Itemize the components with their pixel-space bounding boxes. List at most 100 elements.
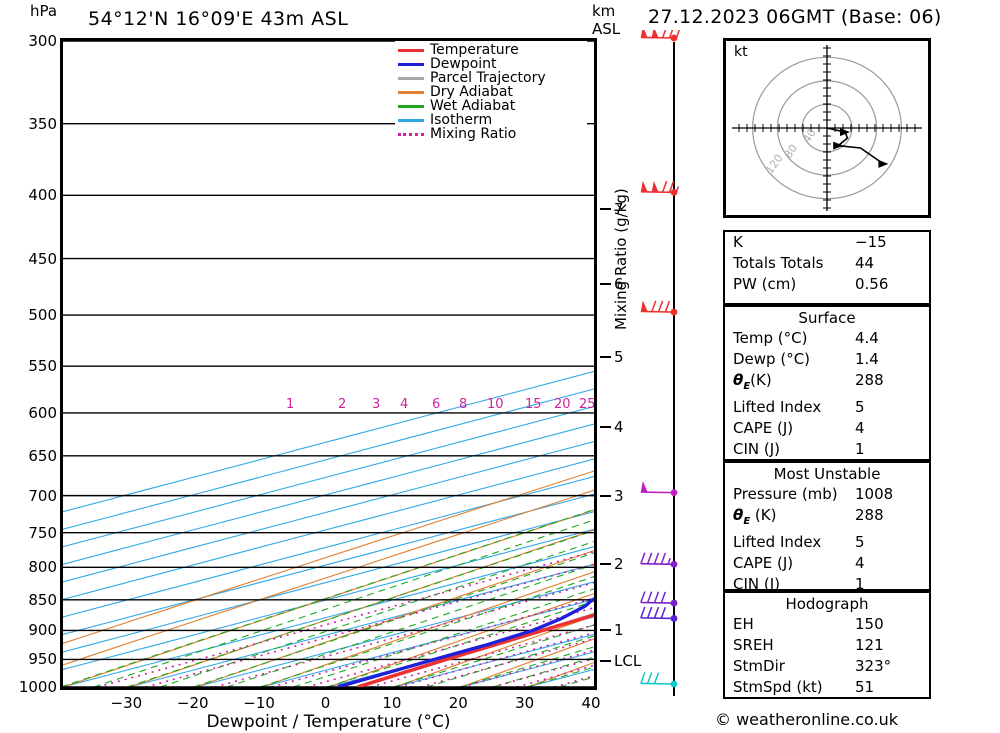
- height-tick: [600, 628, 611, 631]
- pressure-tick-label: 300: [28, 32, 57, 50]
- wind-barb: [640, 552, 678, 568]
- wind-barb-full: [646, 552, 653, 565]
- data-row-value: 1008: [855, 485, 894, 503]
- data-row: CIN (J) 1: [725, 439, 929, 460]
- wind-barb-full: [653, 552, 660, 565]
- wind-barb-full: [640, 672, 646, 684]
- data-row-key: SREH: [733, 636, 774, 654]
- wind-barb-full: [646, 672, 653, 684]
- data-row-key: Temp (°C): [733, 329, 808, 347]
- data-row: PW (cm) 0.56: [725, 274, 929, 295]
- data-row: Lifted Index 5: [725, 397, 929, 418]
- wind-barb-canvas: [640, 26, 682, 696]
- wind-barb: [640, 672, 678, 688]
- hodograph-ring-label: 80: [782, 142, 801, 161]
- hodograph[interactable]: kt 40 80 120: [723, 38, 931, 218]
- data-row: θE(K) 288: [725, 370, 929, 397]
- data-row: CAPE (J) 4: [725, 553, 929, 574]
- wet-adiabat-line: [63, 509, 594, 687]
- data-row-key: θE(K): [733, 371, 772, 392]
- height-tick-label: 3: [614, 487, 624, 506]
- legend-label: Wet Adiabat: [430, 98, 516, 114]
- legend-swatch-icon: [398, 48, 424, 52]
- wind-barb: [640, 26, 682, 42]
- wind-barb: [640, 300, 678, 316]
- data-row: StmSpd (kt) 51: [725, 677, 929, 698]
- data-row-value: 44: [855, 254, 875, 272]
- hodograph-marker: [839, 128, 850, 137]
- hodograph-unit-label: kt: [734, 44, 748, 60]
- wet-adiabat-line: [160, 540, 594, 687]
- hodograph-panel: Hodograph EH 150 SREH 121 StmDir 323° StmSpd (k…: [723, 591, 931, 699]
- skewt-diagram[interactable]: 1 2 3 4 6 8 10 15 20 25: [60, 38, 597, 690]
- temperature-tick-label: 0: [320, 694, 331, 712]
- temperature-tick-label: 20: [448, 694, 468, 712]
- wind-barb-full: [661, 26, 668, 39]
- data-row-key: Lifted Index: [733, 533, 822, 551]
- legend-label: Mixing Ratio: [430, 126, 517, 142]
- data-row-key: Totals Totals: [733, 254, 824, 272]
- legend: Temperature Dewpoint Parcel Trajectory Dry …: [395, 41, 587, 143]
- dry-adiabat-line: [261, 571, 594, 687]
- data-row-value: 51: [855, 678, 875, 696]
- mixing-ratio-axis-title: Mixing Ratio (g/kg): [612, 188, 630, 330]
- data-row-key: EH: [733, 615, 754, 633]
- height-tick-label: 5: [614, 347, 624, 366]
- data-row: Lifted Index 5: [725, 532, 929, 553]
- data-row: K −15: [725, 232, 929, 253]
- wind-barb: [640, 606, 678, 622]
- data-row-key: PW (cm): [733, 275, 797, 293]
- wind-barb-full: [653, 672, 660, 684]
- wind-barb-flag: [640, 481, 648, 493]
- legend-swatch-icon: [398, 62, 424, 66]
- page-title: 54°12'N 16°09'E 43m ASL: [88, 8, 349, 30]
- temperature-tick-label: −20: [176, 694, 209, 712]
- pressure-tick-label: 800: [28, 558, 57, 577]
- indices-panel: K −15 Totals Totals 44 PW (cm) 0.56: [723, 230, 931, 305]
- wet-adiabat-line: [93, 519, 594, 687]
- data-row-value: 121: [855, 636, 884, 654]
- isotherm-line: [63, 493, 594, 636]
- data-row-key: CAPE (J): [733, 419, 794, 437]
- wind-barb-full: [660, 552, 667, 565]
- data-row-value: 1.4: [855, 350, 879, 368]
- pressure-tick-label: 700: [28, 486, 57, 505]
- dry-adiabat-line: [394, 615, 594, 687]
- height-tick: [600, 495, 611, 498]
- height-asl-label: ASL: [592, 20, 621, 38]
- mixing-ratio-label: 3: [372, 397, 380, 412]
- mixing-ratio-label: 15: [525, 397, 542, 412]
- data-row-value: 1: [855, 440, 865, 458]
- height-unit-label: km: [592, 2, 616, 20]
- temperature-tick-label: 40: [581, 694, 601, 712]
- isotherm-line: [129, 563, 594, 687]
- dry-adiabat-line: [63, 470, 594, 644]
- data-row-key: CAPE (J): [733, 554, 794, 572]
- skewt-canvas: 1 2 3 4 6 8 10 15 20 25: [63, 41, 594, 687]
- data-row: Totals Totals 44: [725, 253, 929, 274]
- pressure-tick-label: 400: [28, 186, 57, 205]
- wind-barb-full: [668, 181, 675, 193]
- data-row: StmDir 323°: [725, 656, 929, 677]
- wind-barb-shaft: [640, 601, 675, 604]
- height-tick-label: 7: [614, 200, 624, 219]
- panel-title: Surface: [798, 309, 856, 327]
- wind-barb: [640, 180, 680, 196]
- data-row-key: θE (K): [733, 506, 777, 527]
- mixing-ratio-line: [398, 631, 594, 687]
- pressure-tick-label: 900: [28, 621, 57, 640]
- pressure-tick-label: 750: [28, 523, 57, 542]
- mixing-ratio-line: [271, 597, 594, 687]
- pressure-axis: 300 350 400 450 500 550 600 650 700 750 800 850 900 9…: [0, 32, 57, 696]
- pressure-tick-label: 600: [28, 403, 57, 422]
- temperature-curve: [357, 613, 594, 687]
- wind-barb-full: [661, 180, 668, 193]
- data-row-value: −15: [855, 233, 887, 251]
- pressure-tick-label: 1000: [18, 678, 57, 696]
- wind-barb-half: [675, 186, 680, 193]
- data-row: CAPE (J) 4: [725, 418, 929, 439]
- data-row-key: Pressure (mb): [733, 485, 838, 503]
- height-tick-label: 2: [614, 554, 624, 573]
- mixing-ratio-label: 4: [400, 397, 408, 412]
- wind-barb-half: [667, 557, 671, 565]
